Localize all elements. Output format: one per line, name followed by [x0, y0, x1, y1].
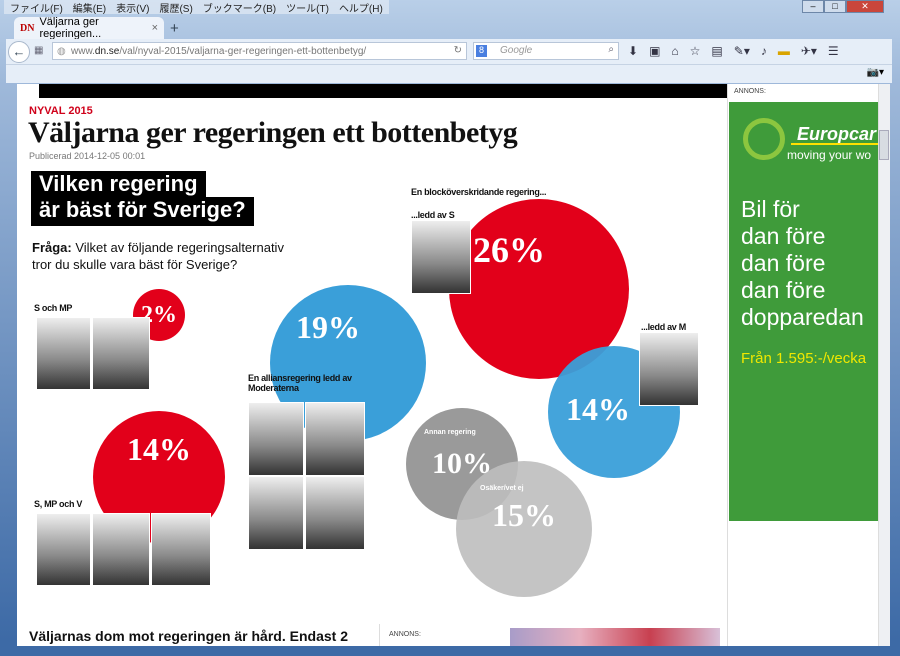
- question-body: Vilket av följande regeringsalternativ t…: [32, 240, 284, 272]
- page-icon: ▦: [34, 45, 44, 56]
- url-path: /val/nyval-2015/valjarna-ger-regeringen-…: [119, 46, 367, 57]
- ad-brand: Europcar: [797, 124, 877, 144]
- addon-icon[interactable]: ♪: [760, 44, 767, 58]
- toolbar: ⬇ ▣ ⌂ ☆ ▤ ✎▾ ♪ ▬ ✈▾ ☰: [628, 44, 839, 58]
- annons-label: ANNONS:: [389, 631, 421, 638]
- politician-photo: [92, 513, 150, 586]
- menu-edit[interactable]: 編集(E): [72, 4, 107, 15]
- label-led-by-m: ...ledd av M: [641, 322, 686, 332]
- ad-line: dan före: [741, 250, 826, 276]
- tab-active[interactable]: DN Väljarna ger regeringen... ×: [14, 16, 164, 40]
- addon2-icon[interactable]: ✈▾: [800, 44, 817, 58]
- menu-bar: ファイル(F) 編集(E) 表示(V) 履歴(S) ブックマーク(B) ツール(…: [4, 0, 389, 15]
- label-cross-bloc: En blocköverskridande regering...: [411, 187, 547, 197]
- ad-tagline: moving your wo: [787, 148, 872, 162]
- label-alliance: En alliansregering ledd av Moderaterna: [248, 373, 352, 393]
- search-icon[interactable]: ⌕: [608, 44, 614, 55]
- politician-photo: [151, 513, 211, 586]
- bubble-value: 26%: [473, 230, 545, 270]
- menu-help[interactable]: ヘルプ(H): [338, 4, 383, 15]
- addon-bar: 📷▾: [6, 65, 892, 83]
- ad-price: Från 1.595:-/vecka: [741, 350, 867, 367]
- google-icon[interactable]: 8: [476, 45, 487, 57]
- search-input[interactable]: Google ⌕: [473, 42, 619, 60]
- url-prefix: www.: [71, 46, 95, 57]
- new-tab-button[interactable]: +: [170, 20, 179, 37]
- brand-underline: [791, 143, 878, 145]
- question-label: Fråga:: [32, 240, 72, 255]
- ad-line: dan före: [741, 223, 826, 249]
- eyedropper-icon[interactable]: ✎▾: [733, 44, 750, 58]
- window-controls: – □ ✕: [802, 0, 884, 13]
- bubble-value: 15%: [492, 497, 556, 533]
- ad-line: dopparedan: [741, 304, 864, 330]
- ad-line: Bil för: [741, 196, 800, 222]
- politician-photo: [248, 402, 304, 476]
- reload-icon[interactable]: ↻: [453, 45, 462, 56]
- menu-view[interactable]: 表示(V): [116, 4, 150, 15]
- ruler-icon[interactable]: ▬: [777, 44, 790, 58]
- menu-tools[interactable]: ツール(T): [286, 4, 329, 15]
- annons-label: ANNONS:: [734, 88, 766, 95]
- politician-photo: [305, 476, 365, 550]
- tab-close-icon[interactable]: ×: [151, 22, 158, 34]
- politician-photo: [248, 476, 304, 550]
- scrollbar-thumb[interactable]: [879, 130, 889, 160]
- globe-icon: ◍: [57, 46, 66, 57]
- ad-image[interactable]: [510, 628, 720, 646]
- europcar-logo-icon: [743, 118, 785, 160]
- europcar-ad[interactable]: Europcar moving your wo Bil för dan före…: [729, 102, 878, 521]
- screenshot-icon[interactable]: ▣: [649, 44, 661, 58]
- label-s-mp: S och MP: [34, 303, 73, 313]
- menu-bookmarks[interactable]: ブックマーク(B): [202, 4, 277, 15]
- publish-date: Publicerad 2014-12-05 00:01: [29, 151, 146, 161]
- label-other: Annan regering: [424, 429, 476, 436]
- menu-history[interactable]: 履歴(S): [159, 4, 193, 15]
- politician-photo: [411, 220, 471, 294]
- home-icon[interactable]: ⌂: [671, 44, 679, 58]
- dn-favicon-icon: DN: [20, 22, 35, 34]
- politician-photo: [639, 332, 699, 406]
- scrollbar[interactable]: [878, 84, 890, 646]
- article-lead: Väljarnas dom mot regeringen är hård. En…: [29, 628, 348, 644]
- url-domain: dn.se: [94, 46, 120, 57]
- label-unsure: Osäker/vet ej: [480, 485, 524, 492]
- close-window-button[interactable]: ✕: [846, 0, 884, 13]
- politician-photo: [36, 317, 91, 390]
- download-icon[interactable]: ⬇: [628, 44, 639, 58]
- bubble-value: 14%: [566, 390, 630, 427]
- bookmark-star-icon[interactable]: ☆: [689, 44, 701, 58]
- question-heading-1: Vilken regering: [31, 171, 206, 197]
- back-button[interactable]: ←: [8, 41, 30, 63]
- label-s-mp-v: S, MP och V: [34, 499, 83, 509]
- tab-title: Väljarna ger regeringen...: [39, 16, 102, 40]
- article-title: Väljarna ger regeringen ett bottenbetyg: [28, 116, 518, 149]
- ad-line: dan före: [741, 277, 826, 303]
- menu-file[interactable]: ファイル(F): [10, 4, 63, 15]
- reading-list-icon[interactable]: ▤: [711, 44, 723, 58]
- article-page: NYVAL 2015 Väljarna ger regeringen ett b…: [17, 84, 727, 646]
- bubble-unsure: 15%: [456, 461, 592, 597]
- minimize-button[interactable]: –: [802, 0, 824, 13]
- maximize-button[interactable]: □: [824, 0, 846, 13]
- ad-copy: Bil för dan före dan före dan före doppa…: [741, 196, 864, 331]
- politician-photo: [92, 317, 150, 390]
- question-text: Fråga: Vilket av följande regeringsalter…: [32, 239, 302, 273]
- article-kicker[interactable]: NYVAL 2015: [29, 105, 93, 117]
- header-bar: [39, 84, 727, 98]
- question-heading-2: är bäst för Sverige?: [31, 197, 254, 226]
- politician-photo: [305, 402, 365, 476]
- url-bar[interactable]: www.dn.se/val/nyval-2015/valjarna-ger-re…: [52, 42, 467, 60]
- camera-icon[interactable]: 📷▾: [866, 67, 884, 78]
- bubble-value: 14%: [127, 431, 191, 467]
- politician-photo: [36, 513, 91, 586]
- divider: [379, 624, 380, 646]
- label-led-by-s: ...ledd av S: [411, 210, 455, 220]
- bubble-value: 19%: [296, 309, 360, 345]
- menu-icon[interactable]: ☰: [827, 44, 839, 58]
- search-placeholder: Google: [500, 45, 533, 56]
